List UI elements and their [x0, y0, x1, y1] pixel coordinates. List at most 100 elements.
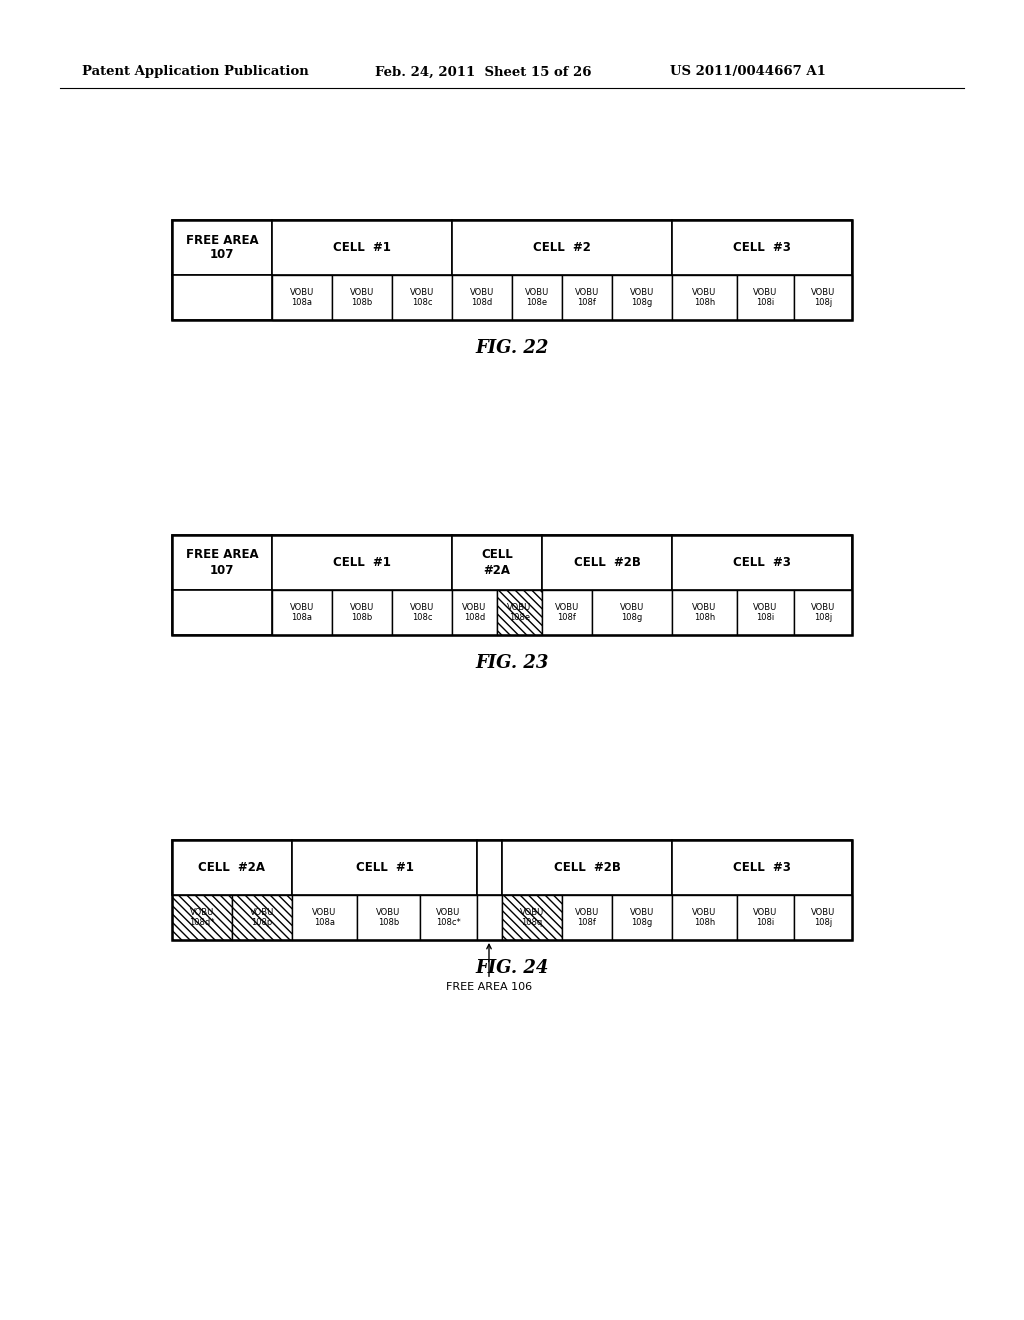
Text: VOBU
108d: VOBU 108d	[470, 288, 495, 308]
Bar	[502, 895, 562, 940]
Bar	[512, 275, 562, 319]
Bar	[452, 220, 672, 275]
Text: VOBU
108e: VOBU 108e	[507, 603, 531, 622]
Bar	[332, 590, 392, 635]
Bar	[672, 220, 852, 275]
Text: VOBU
108d: VOBU 108d	[463, 603, 486, 622]
Bar	[452, 590, 497, 635]
Bar	[672, 535, 852, 590]
Bar	[292, 895, 357, 940]
Text: VOBU
108g: VOBU 108g	[630, 908, 654, 927]
Bar	[172, 220, 852, 319]
Bar	[672, 895, 737, 940]
Bar	[272, 590, 332, 635]
Text: VOBU
108e: VOBU 108e	[525, 288, 549, 308]
Text: VOBU
108p: VOBU 108p	[250, 908, 274, 927]
Text: VOBU
108j: VOBU 108j	[811, 908, 836, 927]
Bar	[332, 275, 392, 319]
Bar	[172, 220, 272, 275]
Bar	[737, 275, 794, 319]
Bar	[232, 895, 292, 940]
Text: VOBU
108i: VOBU 108i	[754, 288, 777, 308]
Bar	[592, 590, 672, 635]
Bar	[794, 895, 852, 940]
Text: FREE AREA
107: FREE AREA 107	[185, 234, 258, 261]
Bar	[357, 895, 420, 940]
Text: CELL  #3: CELL #3	[733, 556, 791, 569]
Bar	[562, 275, 612, 319]
Text: VOBU
108f: VOBU 108f	[555, 603, 580, 622]
Text: CELL  #3: CELL #3	[733, 861, 791, 874]
Bar	[172, 895, 232, 940]
Bar	[672, 275, 737, 319]
Bar	[172, 535, 272, 590]
Bar	[737, 590, 794, 635]
Text: VOBU
108c*: VOBU 108c*	[436, 908, 461, 927]
Text: VOBU
108a: VOBU 108a	[290, 603, 314, 622]
Bar	[420, 895, 477, 940]
Bar	[172, 275, 272, 319]
Text: CELL  #2: CELL #2	[534, 242, 591, 253]
Text: CELL  #1: CELL #1	[333, 242, 391, 253]
Text: VOBU
108g: VOBU 108g	[620, 603, 644, 622]
Text: VOBU
108d*: VOBU 108d*	[189, 908, 215, 927]
Text: VOBU
108a: VOBU 108a	[312, 908, 337, 927]
Bar	[794, 590, 852, 635]
Text: VOBU
108b: VOBU 108b	[350, 288, 374, 308]
Text: VOBU
108c: VOBU 108c	[410, 603, 434, 622]
Text: FREE AREA
107: FREE AREA 107	[185, 549, 258, 577]
Text: CELL  #1: CELL #1	[355, 861, 414, 874]
Text: FIG. 24: FIG. 24	[475, 960, 549, 977]
Text: Feb. 24, 2011  Sheet 15 of 26: Feb. 24, 2011 Sheet 15 of 26	[375, 66, 592, 78]
Bar	[272, 535, 452, 590]
Bar	[497, 590, 542, 635]
Text: CELL  #2B: CELL #2B	[573, 556, 640, 569]
Text: CELL
#2A: CELL #2A	[481, 549, 513, 577]
Text: VOBU
108a: VOBU 108a	[290, 288, 314, 308]
Bar	[172, 840, 292, 895]
Bar	[612, 895, 672, 940]
Text: VOBU
108b: VOBU 108b	[350, 603, 374, 622]
Bar	[737, 895, 794, 940]
Text: CELL  #3: CELL #3	[733, 242, 791, 253]
Bar	[172, 590, 272, 635]
Text: CELL  #2A: CELL #2A	[199, 861, 265, 874]
Bar	[612, 275, 672, 319]
Text: VOBU
108q: VOBU 108q	[520, 908, 544, 927]
Bar	[502, 840, 672, 895]
Bar	[292, 840, 477, 895]
Text: US 2011/0044667 A1: US 2011/0044667 A1	[670, 66, 826, 78]
Text: VOBU
108f: VOBU 108f	[574, 288, 599, 308]
Bar	[672, 590, 737, 635]
Bar	[477, 840, 502, 895]
Text: VOBU
108f: VOBU 108f	[574, 908, 599, 927]
Text: FIG. 23: FIG. 23	[475, 653, 549, 672]
Bar	[392, 275, 452, 319]
Text: VOBU
108b: VOBU 108b	[377, 908, 400, 927]
Bar	[794, 275, 852, 319]
Bar	[452, 535, 542, 590]
Text: FREE AREA 106: FREE AREA 106	[445, 944, 532, 993]
Text: CELL  #2B: CELL #2B	[554, 861, 621, 874]
Bar	[272, 275, 332, 319]
Bar	[392, 590, 452, 635]
Text: VOBU
108h: VOBU 108h	[692, 288, 717, 308]
Bar	[542, 590, 592, 635]
Bar	[452, 275, 512, 319]
Text: VOBU
108i: VOBU 108i	[754, 603, 777, 622]
Text: Patent Application Publication: Patent Application Publication	[82, 66, 309, 78]
Text: VOBU
108j: VOBU 108j	[811, 603, 836, 622]
Bar	[172, 535, 852, 635]
Bar	[272, 220, 452, 275]
Text: VOBU
108h: VOBU 108h	[692, 603, 717, 622]
Bar	[562, 895, 612, 940]
Text: VOBU
108h: VOBU 108h	[692, 908, 717, 927]
Bar	[477, 895, 502, 940]
Text: VOBU
108i: VOBU 108i	[754, 908, 777, 927]
Text: VOBU
108c: VOBU 108c	[410, 288, 434, 308]
Text: CELL  #1: CELL #1	[333, 556, 391, 569]
Text: VOBU
108g: VOBU 108g	[630, 288, 654, 308]
Text: FIG. 22: FIG. 22	[475, 339, 549, 356]
Bar	[172, 840, 852, 940]
Bar	[542, 535, 672, 590]
